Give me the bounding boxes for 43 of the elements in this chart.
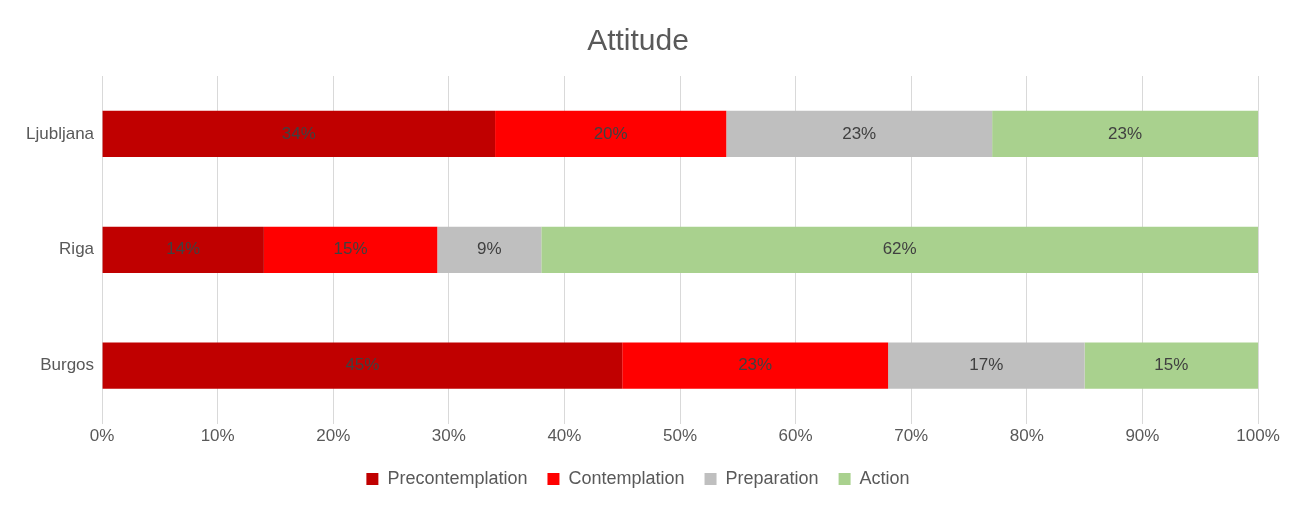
chart-title: Attitude [587,23,689,57]
y-tick-label: Riga [59,239,95,259]
bar [1084,342,1258,389]
bar [437,226,542,273]
data-label: 23% [1108,123,1143,143]
data-label: 9% [477,239,502,259]
data-label: 20% [593,123,628,143]
data-label: 15% [333,239,368,259]
legend-label: Precontemplation [387,467,528,488]
bar [102,342,623,389]
data-label: 23% [842,123,877,143]
bar [726,110,993,158]
data-label: 15% [1154,355,1189,375]
y-tick-label: Burgos [40,355,95,375]
x-tick-label: 30% [431,426,466,446]
data-label: 34% [281,123,316,143]
bar [992,110,1258,158]
y-tick-label: Ljubljana [26,123,95,143]
x-tick-label: 100% [1236,426,1280,446]
x-tick-label: 40% [547,426,582,446]
x-tick-label: 80% [1009,426,1044,446]
data-label: 23% [738,355,773,375]
bar [541,226,1258,273]
legend-label: Contemplation [568,467,685,488]
data-label: 14% [166,239,201,259]
x-tick-label: 90% [1125,426,1160,446]
bar [888,342,1085,389]
data-label: 62% [882,239,917,259]
bar [102,226,264,273]
data-label: 45% [345,355,380,375]
legend-label: Preparation [725,467,819,488]
x-tick-label: 70% [894,426,929,446]
x-tick-label: 60% [778,426,813,446]
x-tick-label: 20% [316,426,351,446]
bar [622,342,889,389]
data-label: 17% [969,355,1004,375]
bar [495,110,727,158]
x-tick-label: 10% [200,426,235,446]
bar [263,226,438,273]
legend-label: Action [859,467,910,488]
x-tick-label: 50% [663,426,698,446]
x-tick-label: 0% [89,426,115,446]
bar [102,110,496,158]
